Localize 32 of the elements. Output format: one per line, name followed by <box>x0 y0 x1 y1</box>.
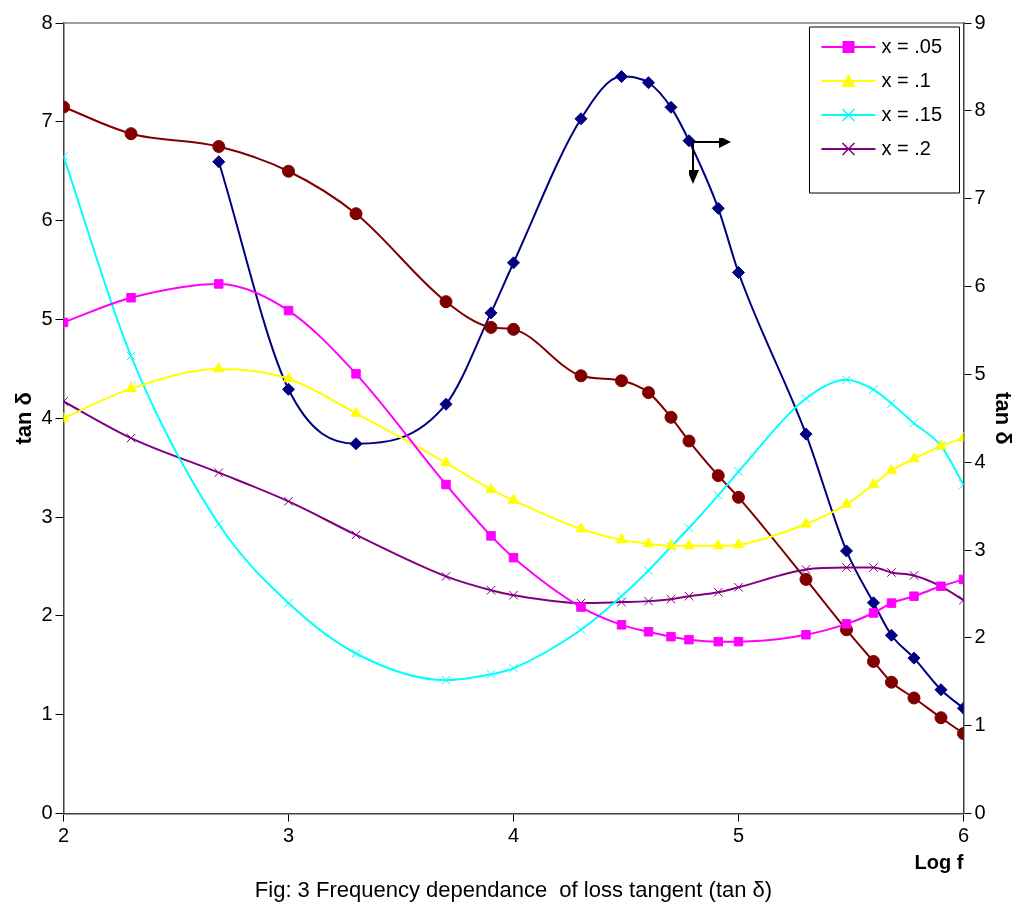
x-tick-label: 6 <box>957 824 970 847</box>
y-tick-label: 3 <box>41 504 53 527</box>
y-tick-label: 5 <box>41 306 53 329</box>
y2-tick-label: 7 <box>974 186 986 209</box>
y-tick-label: 1 <box>41 702 53 725</box>
legend-label: x = .1 <box>881 68 931 91</box>
y2-tick-label: 9 <box>974 10 986 33</box>
y-tick-label: 0 <box>41 801 53 824</box>
y-tick-label: 4 <box>41 405 53 428</box>
y2-axis-title: tan δ <box>990 392 1016 445</box>
x-tick-label: 5 <box>732 824 745 847</box>
x-axis-title: Log f <box>914 851 964 874</box>
y2-tick-label: 1 <box>974 713 986 736</box>
legend-label: x = .05 <box>881 34 943 57</box>
x-tick-label: 3 <box>282 824 295 847</box>
legend-label: x = .2 <box>881 136 931 159</box>
y2-tick-label: 8 <box>974 98 986 121</box>
y-tick-label: 7 <box>41 109 53 132</box>
y2-tick-label: 3 <box>974 537 986 560</box>
y-axis-title: tan δ <box>11 392 37 445</box>
y2-tick-label: 2 <box>974 625 986 648</box>
y2-tick-label: 4 <box>974 449 986 472</box>
x-tick-label: 2 <box>57 824 70 847</box>
text: Fig: 3 Frequency dependance of loss tangent (tan δ) <box>254 876 773 902</box>
y-tick-label: 2 <box>41 603 53 626</box>
legend-label: x = .15 <box>881 102 943 125</box>
y2-tick-label: 5 <box>974 361 986 384</box>
x-tick-label: 4 <box>507 824 520 847</box>
y2-tick-label: 6 <box>974 274 986 297</box>
y2-tick-label: 0 <box>974 801 986 824</box>
y-tick-label: 8 <box>41 10 53 33</box>
y-tick-label: 6 <box>41 208 53 231</box>
